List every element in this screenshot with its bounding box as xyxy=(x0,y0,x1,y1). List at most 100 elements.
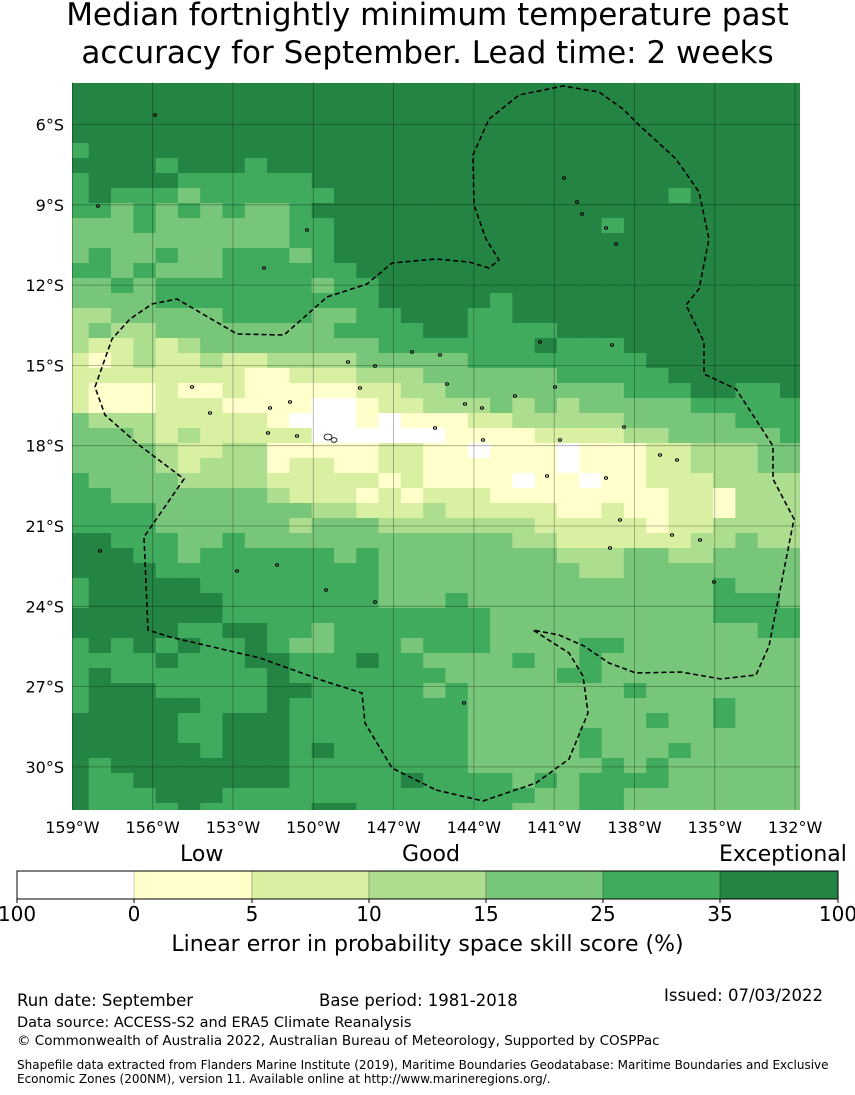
grid-cell xyxy=(267,413,290,429)
grid-cell xyxy=(445,548,469,564)
grid-cell xyxy=(267,323,290,339)
grid-cell xyxy=(713,98,736,114)
grid-cell xyxy=(155,548,179,564)
grid-cell xyxy=(646,638,669,654)
grid-cell xyxy=(400,788,424,804)
grid-cell xyxy=(557,143,580,159)
grid-cell xyxy=(735,458,759,474)
grid-cell xyxy=(445,428,469,444)
grid-cell xyxy=(623,188,647,204)
grid-cell xyxy=(780,683,800,699)
grid-cell xyxy=(646,578,669,594)
island-outline xyxy=(432,426,438,430)
grid-cell xyxy=(311,743,335,759)
grid-cell xyxy=(690,518,714,534)
grid-cell xyxy=(133,323,156,339)
grid-cell xyxy=(200,608,223,624)
grid-cell xyxy=(467,113,491,129)
grid-cell xyxy=(690,608,714,624)
grid-cell xyxy=(780,458,800,474)
grid-cell xyxy=(623,383,647,399)
grid-cell xyxy=(601,668,625,684)
grid-cell xyxy=(88,338,112,354)
grid-cell xyxy=(423,503,446,519)
grid-cell xyxy=(155,623,179,639)
grid-cell xyxy=(177,368,201,384)
grid-cell xyxy=(177,413,201,429)
grid-cell xyxy=(177,233,201,249)
island-outline xyxy=(479,406,485,410)
longitude-tick-label: 147°W xyxy=(366,818,421,837)
grid-cell xyxy=(512,218,536,234)
grid-cell xyxy=(155,728,179,744)
grid-cell xyxy=(601,233,625,249)
grid-cell xyxy=(177,563,201,579)
grid-cell xyxy=(512,443,536,459)
grid-cell xyxy=(111,113,134,129)
grid-cell xyxy=(780,353,800,369)
grid-cell xyxy=(111,443,134,459)
base-period: Base period: 1981-2018 xyxy=(319,991,518,1010)
grid-cell xyxy=(668,803,692,810)
grid-cell xyxy=(512,383,536,399)
grid-cell xyxy=(222,488,246,504)
grid-cell xyxy=(735,173,759,189)
grid-cell xyxy=(378,293,402,309)
grid-cell xyxy=(445,788,469,804)
grid-cell xyxy=(222,683,246,699)
grid-cell xyxy=(623,473,647,489)
grid-cell xyxy=(690,278,714,294)
grid-cell xyxy=(400,593,424,609)
grid-cell xyxy=(334,548,357,564)
grid-cell xyxy=(601,743,625,759)
grid-cell xyxy=(267,338,290,354)
grid-cell xyxy=(467,578,491,594)
grid-cell xyxy=(155,473,179,489)
grid-cell xyxy=(445,728,469,744)
grid-cell xyxy=(200,638,223,654)
grid-cell xyxy=(200,503,223,519)
grid-cell xyxy=(378,248,402,264)
grid-cell xyxy=(222,128,246,144)
grid-cell xyxy=(579,263,602,279)
grid-cell xyxy=(445,143,469,159)
grid-cell xyxy=(334,563,357,579)
grid-cell xyxy=(646,383,669,399)
grid-cell xyxy=(400,698,424,714)
grid-cell xyxy=(289,248,313,264)
grid-cell xyxy=(534,608,558,624)
grid-cell xyxy=(757,698,781,714)
grid-cell xyxy=(713,473,736,489)
grid-cell xyxy=(646,158,669,174)
grid-cell xyxy=(579,443,602,459)
grid-cell xyxy=(334,668,357,684)
grid-cell xyxy=(311,233,335,249)
grid-cell xyxy=(445,368,469,384)
grid-cell xyxy=(445,458,469,474)
grid-cell xyxy=(289,743,313,759)
grid-cell xyxy=(155,398,179,414)
grid-cell xyxy=(378,413,402,429)
grid-cell xyxy=(222,638,246,654)
grid-cell xyxy=(378,368,402,384)
grid-cell xyxy=(534,473,558,489)
grid-cell xyxy=(534,458,558,474)
grid-cell xyxy=(133,758,156,774)
grid-cell xyxy=(222,473,246,489)
grid-cell xyxy=(445,188,469,204)
grid-cell xyxy=(467,563,491,579)
grid-cell xyxy=(155,713,179,729)
grid-cell xyxy=(177,488,201,504)
grid-cell xyxy=(579,308,602,324)
grid-cell xyxy=(111,458,134,474)
grid-cell xyxy=(579,743,602,759)
grid-cell xyxy=(757,473,781,489)
grid-cell xyxy=(289,338,313,354)
grid-cell xyxy=(311,773,335,789)
grid-cell xyxy=(356,233,379,249)
grid-cell xyxy=(267,233,290,249)
grid-cell xyxy=(757,353,781,369)
grid-cell xyxy=(601,398,625,414)
latitude-tick-label: 24°S xyxy=(25,597,64,616)
grid-cell xyxy=(111,233,134,249)
